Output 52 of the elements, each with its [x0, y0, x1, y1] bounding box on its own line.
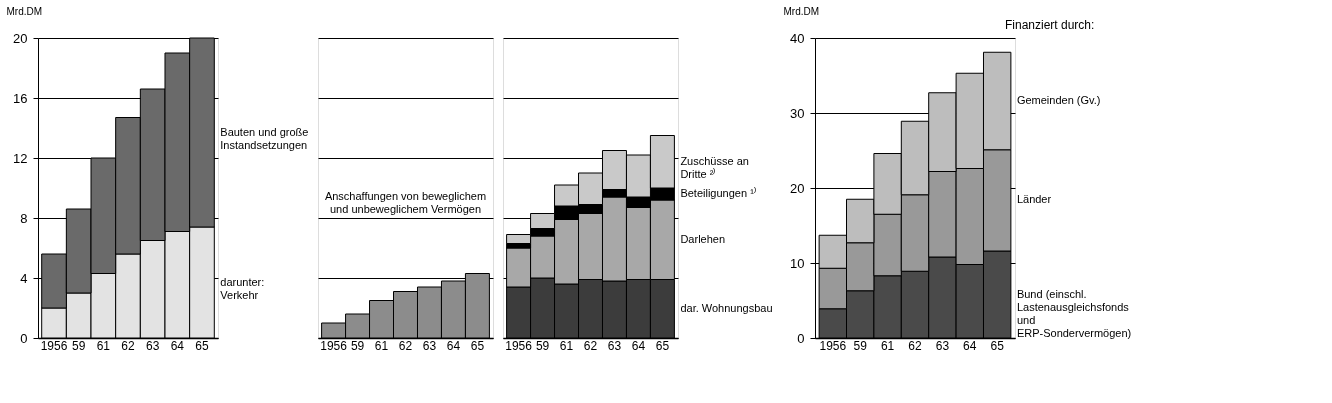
x-tick-label: 64 — [631, 338, 646, 353]
y-axis-title: Mrd.DM — [6, 5, 43, 17]
series-label: Darlehen — [680, 232, 726, 245]
x-tick-label: 59 — [72, 338, 86, 353]
series-label: Bauten und große Instandsetzungen — [220, 125, 309, 151]
x-tick-label: 1956 — [320, 338, 348, 353]
legend-title: Finanziert durch: — [1005, 18, 1095, 32]
x-tick-label: 59 — [350, 338, 365, 353]
x-tick-label: 62 — [908, 338, 922, 353]
text: Anschaffungen von beweglichem und unbeweglichem Vermögen — [324, 189, 487, 215]
y-tick-label: 12 — [13, 150, 28, 166]
y-tick-label: 0 — [797, 330, 805, 346]
series-label: darunter: Verkehr — [220, 275, 265, 301]
x-tick-label: 61 — [880, 338, 895, 353]
y-tick-label: 20 — [13, 30, 28, 46]
y-tick-label: 16 — [13, 90, 28, 106]
y-tick-label: 30 — [790, 105, 805, 121]
y-tick-label: 8 — [20, 210, 28, 226]
y-axis-title: Mrd.DM — [783, 5, 820, 17]
x-tick-label: 64 — [446, 338, 461, 353]
x-tick-label: 63 — [145, 338, 160, 353]
x-tick-label: 65 — [195, 338, 209, 353]
x-tick-label: 59 — [853, 338, 868, 353]
y-tick-label: 0 — [20, 330, 28, 346]
x-tick-label: 63 — [607, 338, 622, 353]
x-tick-label: 61 — [559, 338, 574, 353]
x-tick-label: 65 — [655, 338, 670, 353]
x-tick-label: 63 — [935, 338, 950, 353]
y-tick-label: 4 — [20, 270, 28, 286]
x-tick-label: 62 — [398, 338, 413, 353]
series-label: Zuschüsse an Dritte ²⁾ — [680, 154, 749, 180]
x-tick-label: 65 — [990, 338, 1005, 353]
x-tick-label: 64 — [170, 338, 185, 353]
x-tick-label: 1956 — [505, 338, 533, 353]
x-tick-label: 61 — [96, 338, 111, 353]
x-tick-label: 62 — [583, 338, 598, 353]
series-label: Gemeinden (Gv.) — [1016, 94, 1101, 106]
y-tick-label: 10 — [790, 255, 805, 271]
x-tick-label: 64 — [963, 338, 977, 353]
x-tick-label: 65 — [470, 338, 485, 353]
series-label: Bund (einschl. Lastenausgleichsfonds und ERP-Sondervermögen) — [1016, 287, 1132, 339]
x-tick-label: 61 — [374, 338, 389, 353]
x-tick-label: 63 — [422, 338, 437, 353]
x-tick-label: 59 — [535, 338, 550, 353]
x-tick-label: 62 — [121, 338, 135, 353]
series-label: Beteiligungen ¹⁾ — [680, 187, 756, 199]
x-tick-label: 1956 — [40, 338, 68, 353]
y-tick-label: 40 — [790, 30, 805, 46]
series-label: Länder — [1016, 193, 1052, 206]
y-tick-label: 20 — [790, 180, 805, 196]
x-tick-label: 1956 — [819, 338, 847, 353]
series-label: dar. Wohnungsbau — [680, 301, 773, 314]
